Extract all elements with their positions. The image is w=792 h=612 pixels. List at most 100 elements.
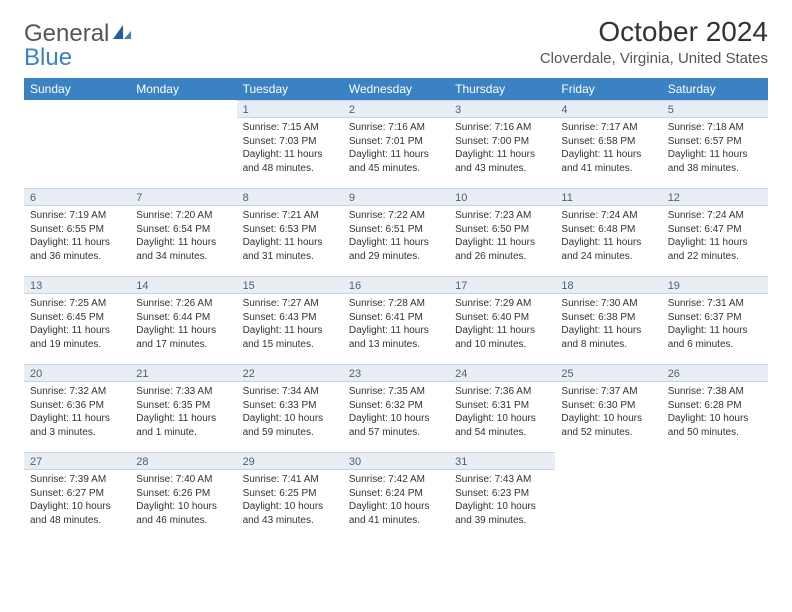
sunrise-text: Sunrise: 7:16 AM: [349, 121, 443, 135]
day-body: Sunrise: 7:24 AMSunset: 6:47 PMDaylight:…: [662, 206, 768, 267]
day-body: Sunrise: 7:19 AMSunset: 6:55 PMDaylight:…: [24, 206, 130, 267]
day-body: Sunrise: 7:29 AMSunset: 6:40 PMDaylight:…: [449, 294, 555, 355]
calendar-cell: [555, 452, 661, 540]
day-number: 16: [343, 276, 449, 294]
day-number: 21: [130, 364, 236, 382]
calendar-body: 1Sunrise: 7:15 AMSunset: 7:03 PMDaylight…: [24, 100, 768, 540]
sunrise-text: Sunrise: 7:15 AM: [243, 121, 337, 135]
day-body: Sunrise: 7:40 AMSunset: 6:26 PMDaylight:…: [130, 470, 236, 531]
day-body: Sunrise: 7:30 AMSunset: 6:38 PMDaylight:…: [555, 294, 661, 355]
daylight-text: Daylight: 11 hours and 48 minutes.: [243, 148, 337, 175]
day-number: 30: [343, 452, 449, 470]
day-number: 6: [24, 188, 130, 206]
col-monday: Monday: [130, 78, 236, 100]
day-number: 1: [237, 100, 343, 118]
day-number: 27: [24, 452, 130, 470]
calendar-cell: 31Sunrise: 7:43 AMSunset: 6:23 PMDayligh…: [449, 452, 555, 540]
sunset-text: Sunset: 6:53 PM: [243, 223, 337, 237]
day-number: 25: [555, 364, 661, 382]
sunrise-text: Sunrise: 7:27 AM: [243, 297, 337, 311]
calendar-cell: 2 Sunrise: 7:16 AMSunset: 7:01 PMDaylight…: [343, 100, 449, 188]
daylight-text: Daylight: 10 hours and 50 minutes.: [668, 412, 762, 439]
day-number: 19: [662, 276, 768, 294]
sunset-text: Sunset: 6:23 PM: [455, 487, 549, 501]
sunset-text: Sunset: 6:47 PM: [668, 223, 762, 237]
daylight-text: Daylight: 10 hours and 57 minutes.: [349, 412, 443, 439]
day-body: Sunrise: 7:43 AMSunset: 6:23 PMDaylight:…: [449, 470, 555, 531]
sunset-text: Sunset: 6:37 PM: [668, 311, 762, 325]
daylight-text: Daylight: 10 hours and 48 minutes.: [30, 500, 124, 527]
brand-logo: General Blue: [24, 16, 133, 70]
calendar-week: 6Sunrise: 7:19 AMSunset: 6:55 PMDaylight…: [24, 188, 768, 276]
sunrise-text: Sunrise: 7:23 AM: [455, 209, 549, 223]
calendar-cell: 14Sunrise: 7:26 AMSunset: 6:44 PMDayligh…: [130, 276, 236, 364]
daylight-text: Daylight: 11 hours and 24 minutes.: [561, 236, 655, 263]
calendar-cell: 12Sunrise: 7:24 AMSunset: 6:47 PMDayligh…: [662, 188, 768, 276]
sunset-text: Sunset: 6:44 PM: [136, 311, 230, 325]
calendar-cell: 11Sunrise: 7:24 AMSunset: 6:48 PMDayligh…: [555, 188, 661, 276]
day-body: Sunrise: 7:16 AMSunset: 7:00 PMDaylight:…: [449, 118, 555, 179]
day-body: Sunrise: 7:31 AMSunset: 6:37 PMDaylight:…: [662, 294, 768, 355]
calendar-cell: [24, 100, 130, 188]
calendar-cell: 25Sunrise: 7:37 AMSunset: 6:30 PMDayligh…: [555, 364, 661, 452]
sunrise-text: Sunrise: 7:30 AM: [561, 297, 655, 311]
sunrise-text: Sunrise: 7:21 AM: [243, 209, 337, 223]
sunrise-text: Sunrise: 7:31 AM: [668, 297, 762, 311]
day-body: Sunrise: 7:42 AMSunset: 6:24 PMDaylight:…: [343, 470, 449, 531]
calendar-cell: 19Sunrise: 7:31 AMSunset: 6:37 PMDayligh…: [662, 276, 768, 364]
sunset-text: Sunset: 6:33 PM: [243, 399, 337, 413]
daylight-text: Daylight: 11 hours and 8 minutes.: [561, 324, 655, 351]
day-body: Sunrise: 7:25 AMSunset: 6:45 PMDaylight:…: [24, 294, 130, 355]
calendar-cell: 4Sunrise: 7:17 AMSunset: 6:58 PMDaylight…: [555, 100, 661, 188]
sunset-text: Sunset: 7:03 PM: [243, 135, 337, 149]
col-tuesday: Tuesday: [237, 78, 343, 100]
calendar-cell: 1 Sunrise: 7:15 AMSunset: 7:03 PMDaylight…: [237, 100, 343, 188]
daylight-text: Daylight: 11 hours and 1 minute.: [136, 412, 230, 439]
day-number: 2: [343, 100, 449, 118]
month-title: October 2024: [540, 16, 768, 48]
sunrise-text: Sunrise: 7:25 AM: [30, 297, 124, 311]
daylight-text: Daylight: 11 hours and 6 minutes.: [668, 324, 762, 351]
day-body: Sunrise: 7:24 AMSunset: 6:48 PMDaylight:…: [555, 206, 661, 267]
daylight-text: Daylight: 11 hours and 26 minutes.: [455, 236, 549, 263]
calendar-cell: 23Sunrise: 7:35 AMSunset: 6:32 PMDayligh…: [343, 364, 449, 452]
daylight-text: Daylight: 11 hours and 45 minutes.: [349, 148, 443, 175]
day-number: 15: [237, 276, 343, 294]
calendar-cell: 10Sunrise: 7:23 AMSunset: 6:50 PMDayligh…: [449, 188, 555, 276]
day-body: Sunrise: 7:20 AMSunset: 6:54 PMDaylight:…: [130, 206, 236, 267]
calendar-cell: 26Sunrise: 7:38 AMSunset: 6:28 PMDayligh…: [662, 364, 768, 452]
daylight-text: Daylight: 11 hours and 31 minutes.: [243, 236, 337, 263]
weekday-header-row: Sunday Monday Tuesday Wednesday Thursday…: [24, 78, 768, 100]
sunrise-text: Sunrise: 7:34 AM: [243, 385, 337, 399]
sunrise-text: Sunrise: 7:24 AM: [668, 209, 762, 223]
day-number: 26: [662, 364, 768, 382]
sunrise-text: Sunrise: 7:39 AM: [30, 473, 124, 487]
day-number: 14: [130, 276, 236, 294]
day-number: 17: [449, 276, 555, 294]
daylight-text: Daylight: 11 hours and 36 minutes.: [30, 236, 124, 263]
day-number: 11: [555, 188, 661, 206]
sunset-text: Sunset: 7:01 PM: [349, 135, 443, 149]
sunset-text: Sunset: 6:27 PM: [30, 487, 124, 501]
day-number: 23: [343, 364, 449, 382]
daylight-text: Daylight: 10 hours and 43 minutes.: [243, 500, 337, 527]
page-header: General Blue October 2024 Cloverdale, Vi…: [24, 16, 768, 70]
col-thursday: Thursday: [449, 78, 555, 100]
day-number: 22: [237, 364, 343, 382]
sunset-text: Sunset: 6:57 PM: [668, 135, 762, 149]
calendar-cell: 21Sunrise: 7:33 AMSunset: 6:35 PMDayligh…: [130, 364, 236, 452]
daylight-text: Daylight: 10 hours and 39 minutes.: [455, 500, 549, 527]
day-number: 18: [555, 276, 661, 294]
sunrise-text: Sunrise: 7:41 AM: [243, 473, 337, 487]
sunrise-text: Sunrise: 7:20 AM: [136, 209, 230, 223]
day-body: Sunrise: 7:23 AMSunset: 6:50 PMDaylight:…: [449, 206, 555, 267]
day-body: Sunrise: 7:18 AMSunset: 6:57 PMDaylight:…: [662, 118, 768, 179]
calendar-cell: 29Sunrise: 7:41 AMSunset: 6:25 PMDayligh…: [237, 452, 343, 540]
brand-word1: General: [24, 20, 109, 47]
day-number: 7: [130, 188, 236, 206]
col-saturday: Saturday: [662, 78, 768, 100]
sail-icon: [111, 23, 133, 46]
daylight-text: Daylight: 11 hours and 13 minutes.: [349, 324, 443, 351]
sunset-text: Sunset: 6:58 PM: [561, 135, 655, 149]
sunset-text: Sunset: 6:25 PM: [243, 487, 337, 501]
